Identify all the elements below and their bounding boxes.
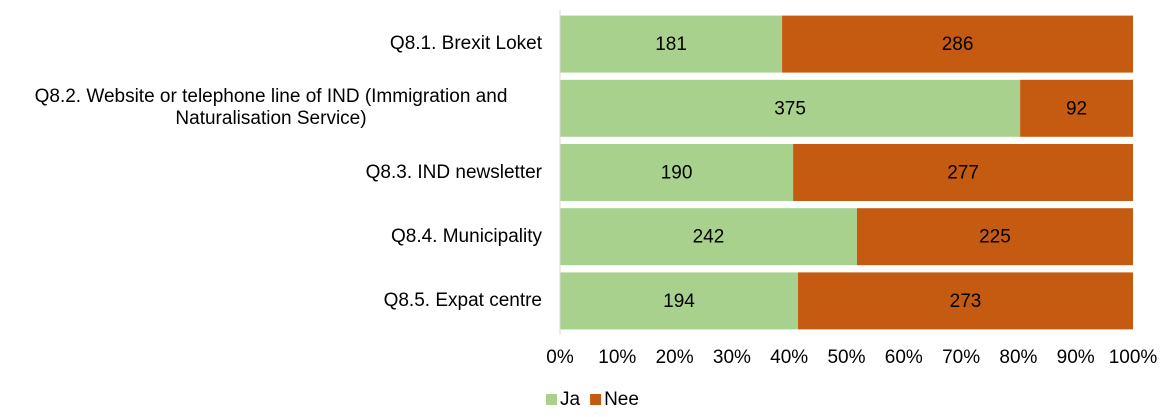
bar-segment bbox=[798, 272, 1133, 330]
x-tick-label: 20% bbox=[656, 347, 694, 368]
data-label: 277 bbox=[947, 163, 979, 184]
x-tick-label: 70% bbox=[942, 347, 980, 368]
legend-swatch bbox=[546, 394, 557, 405]
bar-segment bbox=[560, 208, 857, 266]
bar-segment bbox=[560, 272, 799, 330]
x-tick-label: 80% bbox=[999, 347, 1037, 368]
category-label: Q8.3. IND newsletter bbox=[365, 161, 542, 183]
x-tick-label: 0% bbox=[546, 347, 574, 368]
data-label: 375 bbox=[774, 98, 806, 119]
bar-segment bbox=[560, 144, 794, 201]
x-tick-label: 50% bbox=[827, 347, 865, 368]
category-label: Q8.1. Brexit Loket bbox=[389, 33, 542, 55]
data-label: 190 bbox=[661, 163, 693, 184]
x-tick-label: 60% bbox=[885, 347, 923, 368]
data-label: 273 bbox=[950, 291, 982, 312]
x-tick-label: 30% bbox=[713, 347, 751, 368]
x-tick-label: 100% bbox=[1109, 347, 1158, 368]
legend-label: Nee bbox=[604, 389, 639, 410]
x-tick-label: 40% bbox=[770, 347, 808, 368]
bar-segment bbox=[560, 79, 1021, 137]
x-tick-label: 10% bbox=[598, 347, 636, 368]
legend-swatch bbox=[590, 394, 602, 405]
data-label: 225 bbox=[979, 227, 1011, 248]
legend-label: Ja bbox=[560, 389, 581, 410]
category-label: Q8.2. Website or telephone line of IND (… bbox=[34, 86, 508, 130]
data-label: 181 bbox=[655, 34, 687, 55]
data-label: 92 bbox=[1066, 98, 1087, 119]
bar-segment bbox=[560, 15, 783, 73]
x-tick-label: 90% bbox=[1057, 347, 1095, 368]
data-label: 286 bbox=[942, 34, 974, 55]
bar-segment bbox=[1020, 79, 1133, 137]
category-label: Q8.5. Expat centre bbox=[383, 289, 542, 311]
bar-segment bbox=[782, 15, 1133, 73]
bar-segment bbox=[856, 208, 1133, 266]
data-label: 242 bbox=[693, 227, 725, 248]
category-label: Q8.4. Municipality bbox=[390, 225, 542, 247]
bar-segment bbox=[793, 144, 1133, 201]
data-label: 194 bbox=[663, 291, 695, 312]
